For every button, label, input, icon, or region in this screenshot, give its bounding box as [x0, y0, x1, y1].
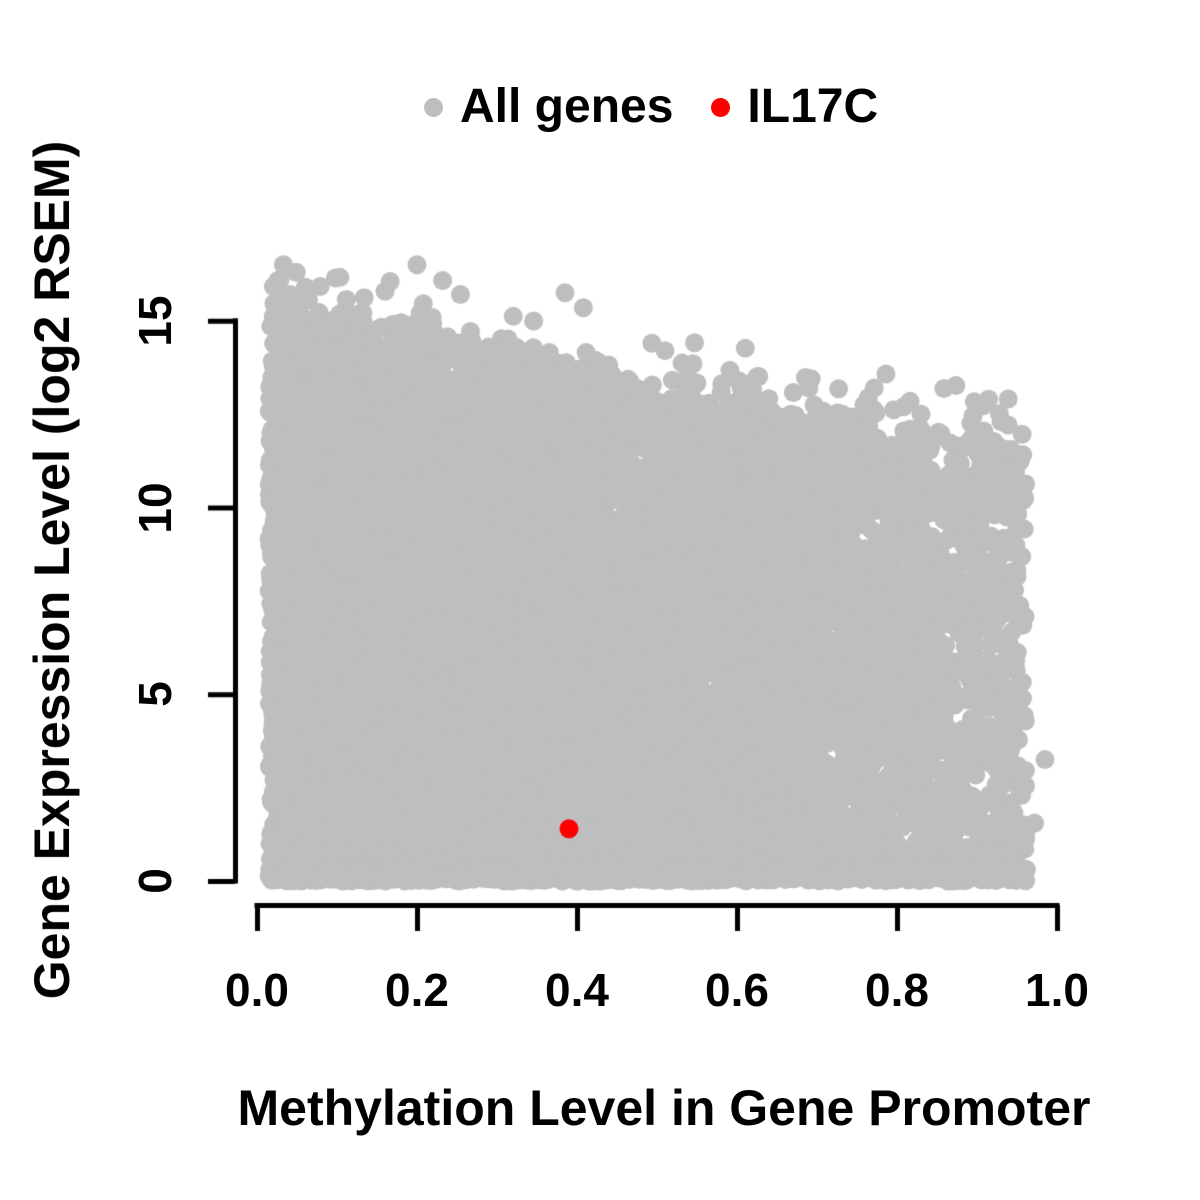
- x-tick-label: 0.8: [865, 964, 929, 1016]
- il17c-marker-icon: [711, 97, 731, 117]
- x-axis-title: Methylation Level in Gene Promoter: [237, 1080, 1091, 1136]
- y-tick-label: 0: [129, 868, 181, 894]
- legend-label-all-genes: All genes: [460, 80, 674, 133]
- x-tick-label: 0.2: [385, 964, 449, 1016]
- y-tick-label: 5: [129, 681, 181, 708]
- legend: All genes IL17C: [424, 83, 878, 131]
- x-tick-label: 0.6: [705, 964, 769, 1016]
- x-tick-label: 1.0: [1025, 964, 1089, 1016]
- y-tick-label: 10: [129, 481, 181, 534]
- x-tick-label: 0.4: [545, 964, 609, 1016]
- all-genes-marker-icon: [424, 97, 443, 117]
- x-tick-label: 0.0: [225, 964, 289, 1016]
- legend-item-il17c: IL17C: [711, 83, 878, 131]
- y-axis-title: Gene Expression Level (log2 RSEM): [24, 140, 80, 1000]
- legend-label-il17c: IL17C: [747, 80, 879, 133]
- legend-item-all-genes: All genes: [424, 83, 673, 131]
- y-tick-label: 15: [129, 295, 181, 347]
